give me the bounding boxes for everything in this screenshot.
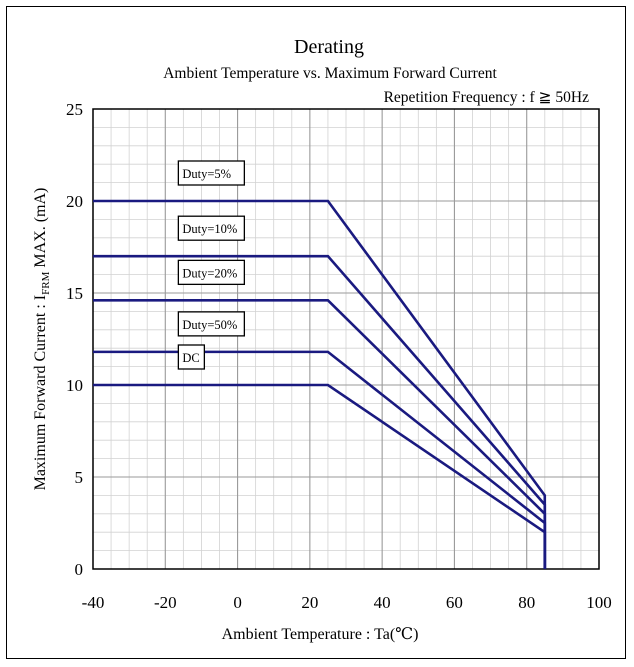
series-line xyxy=(93,254,547,569)
x-tick-label: -40 xyxy=(82,593,105,612)
x-tick-label: 60 xyxy=(446,593,463,612)
y-tick-label: 10 xyxy=(66,376,83,395)
y-axis-label-subscript: FRM xyxy=(40,271,52,294)
y-axis-label-suffix: MAX. (mA) xyxy=(32,188,49,272)
x-tick-label: 80 xyxy=(518,593,535,612)
series-lines xyxy=(93,199,547,569)
series-line xyxy=(93,383,547,569)
series-line xyxy=(93,299,547,569)
series-label: DC xyxy=(177,344,206,370)
series-labels: Duty=5% Duty=10% Duty=20% Duty=50% DC xyxy=(177,160,246,370)
series-label: Duty=5% xyxy=(177,160,246,186)
series-label-text: Duty=50% xyxy=(182,318,237,332)
x-tick-labels: -40 -20 0 20 40 60 80 100 xyxy=(82,593,612,612)
series-label-text: Duty=20% xyxy=(182,266,237,280)
series-label: Duty=50% xyxy=(177,311,246,337)
x-axis-label: Ambient Temperature : Ta(℃) xyxy=(222,626,419,643)
y-tick-label: 0 xyxy=(75,560,84,579)
series-label: Duty=10% xyxy=(177,215,246,241)
series-label: Duty=20% xyxy=(177,259,246,286)
series-label-box xyxy=(177,344,206,370)
series-label-box xyxy=(177,215,246,241)
series-label-box xyxy=(177,311,246,337)
plot-area-border xyxy=(92,108,600,570)
y-axis-label-prefix: Maximum Forward Current : I xyxy=(32,295,49,491)
series-label-text: DC xyxy=(182,351,199,365)
x-tick-label: 0 xyxy=(233,593,242,612)
x-tick-label: 20 xyxy=(301,593,318,612)
y-tick-label: 20 xyxy=(66,192,83,211)
y-tick-label: 15 xyxy=(66,284,83,303)
chart-condition: Repetition Frequency : f ≧ 50Hz xyxy=(384,89,590,106)
y-tick-label: 5 xyxy=(75,468,84,487)
series-label-box xyxy=(177,259,246,286)
y-axis-label: Maximum Forward Current : IFRM MAX. (mA) xyxy=(32,188,52,491)
series-label-text: Duty=5% xyxy=(182,167,231,181)
x-tick-label: 40 xyxy=(374,593,391,612)
chart-title: Derating xyxy=(294,36,364,58)
y-tick-label: 25 xyxy=(66,100,83,119)
series-label-text: Duty=10% xyxy=(182,222,237,236)
derating-chart: Derating Ambient Temperature vs. Maximum… xyxy=(32,36,612,643)
chart-frame: Derating Ambient Temperature vs. Maximum… xyxy=(6,6,626,659)
x-tick-label: -20 xyxy=(154,593,177,612)
y-tick-labels: 0 5 10 15 20 25 xyxy=(66,100,83,579)
minor-grid xyxy=(93,109,599,569)
x-tick-label: 100 xyxy=(586,593,612,612)
series-label-box xyxy=(177,160,246,186)
chart-subtitle: Ambient Temperature vs. Maximum Forward … xyxy=(163,65,497,82)
